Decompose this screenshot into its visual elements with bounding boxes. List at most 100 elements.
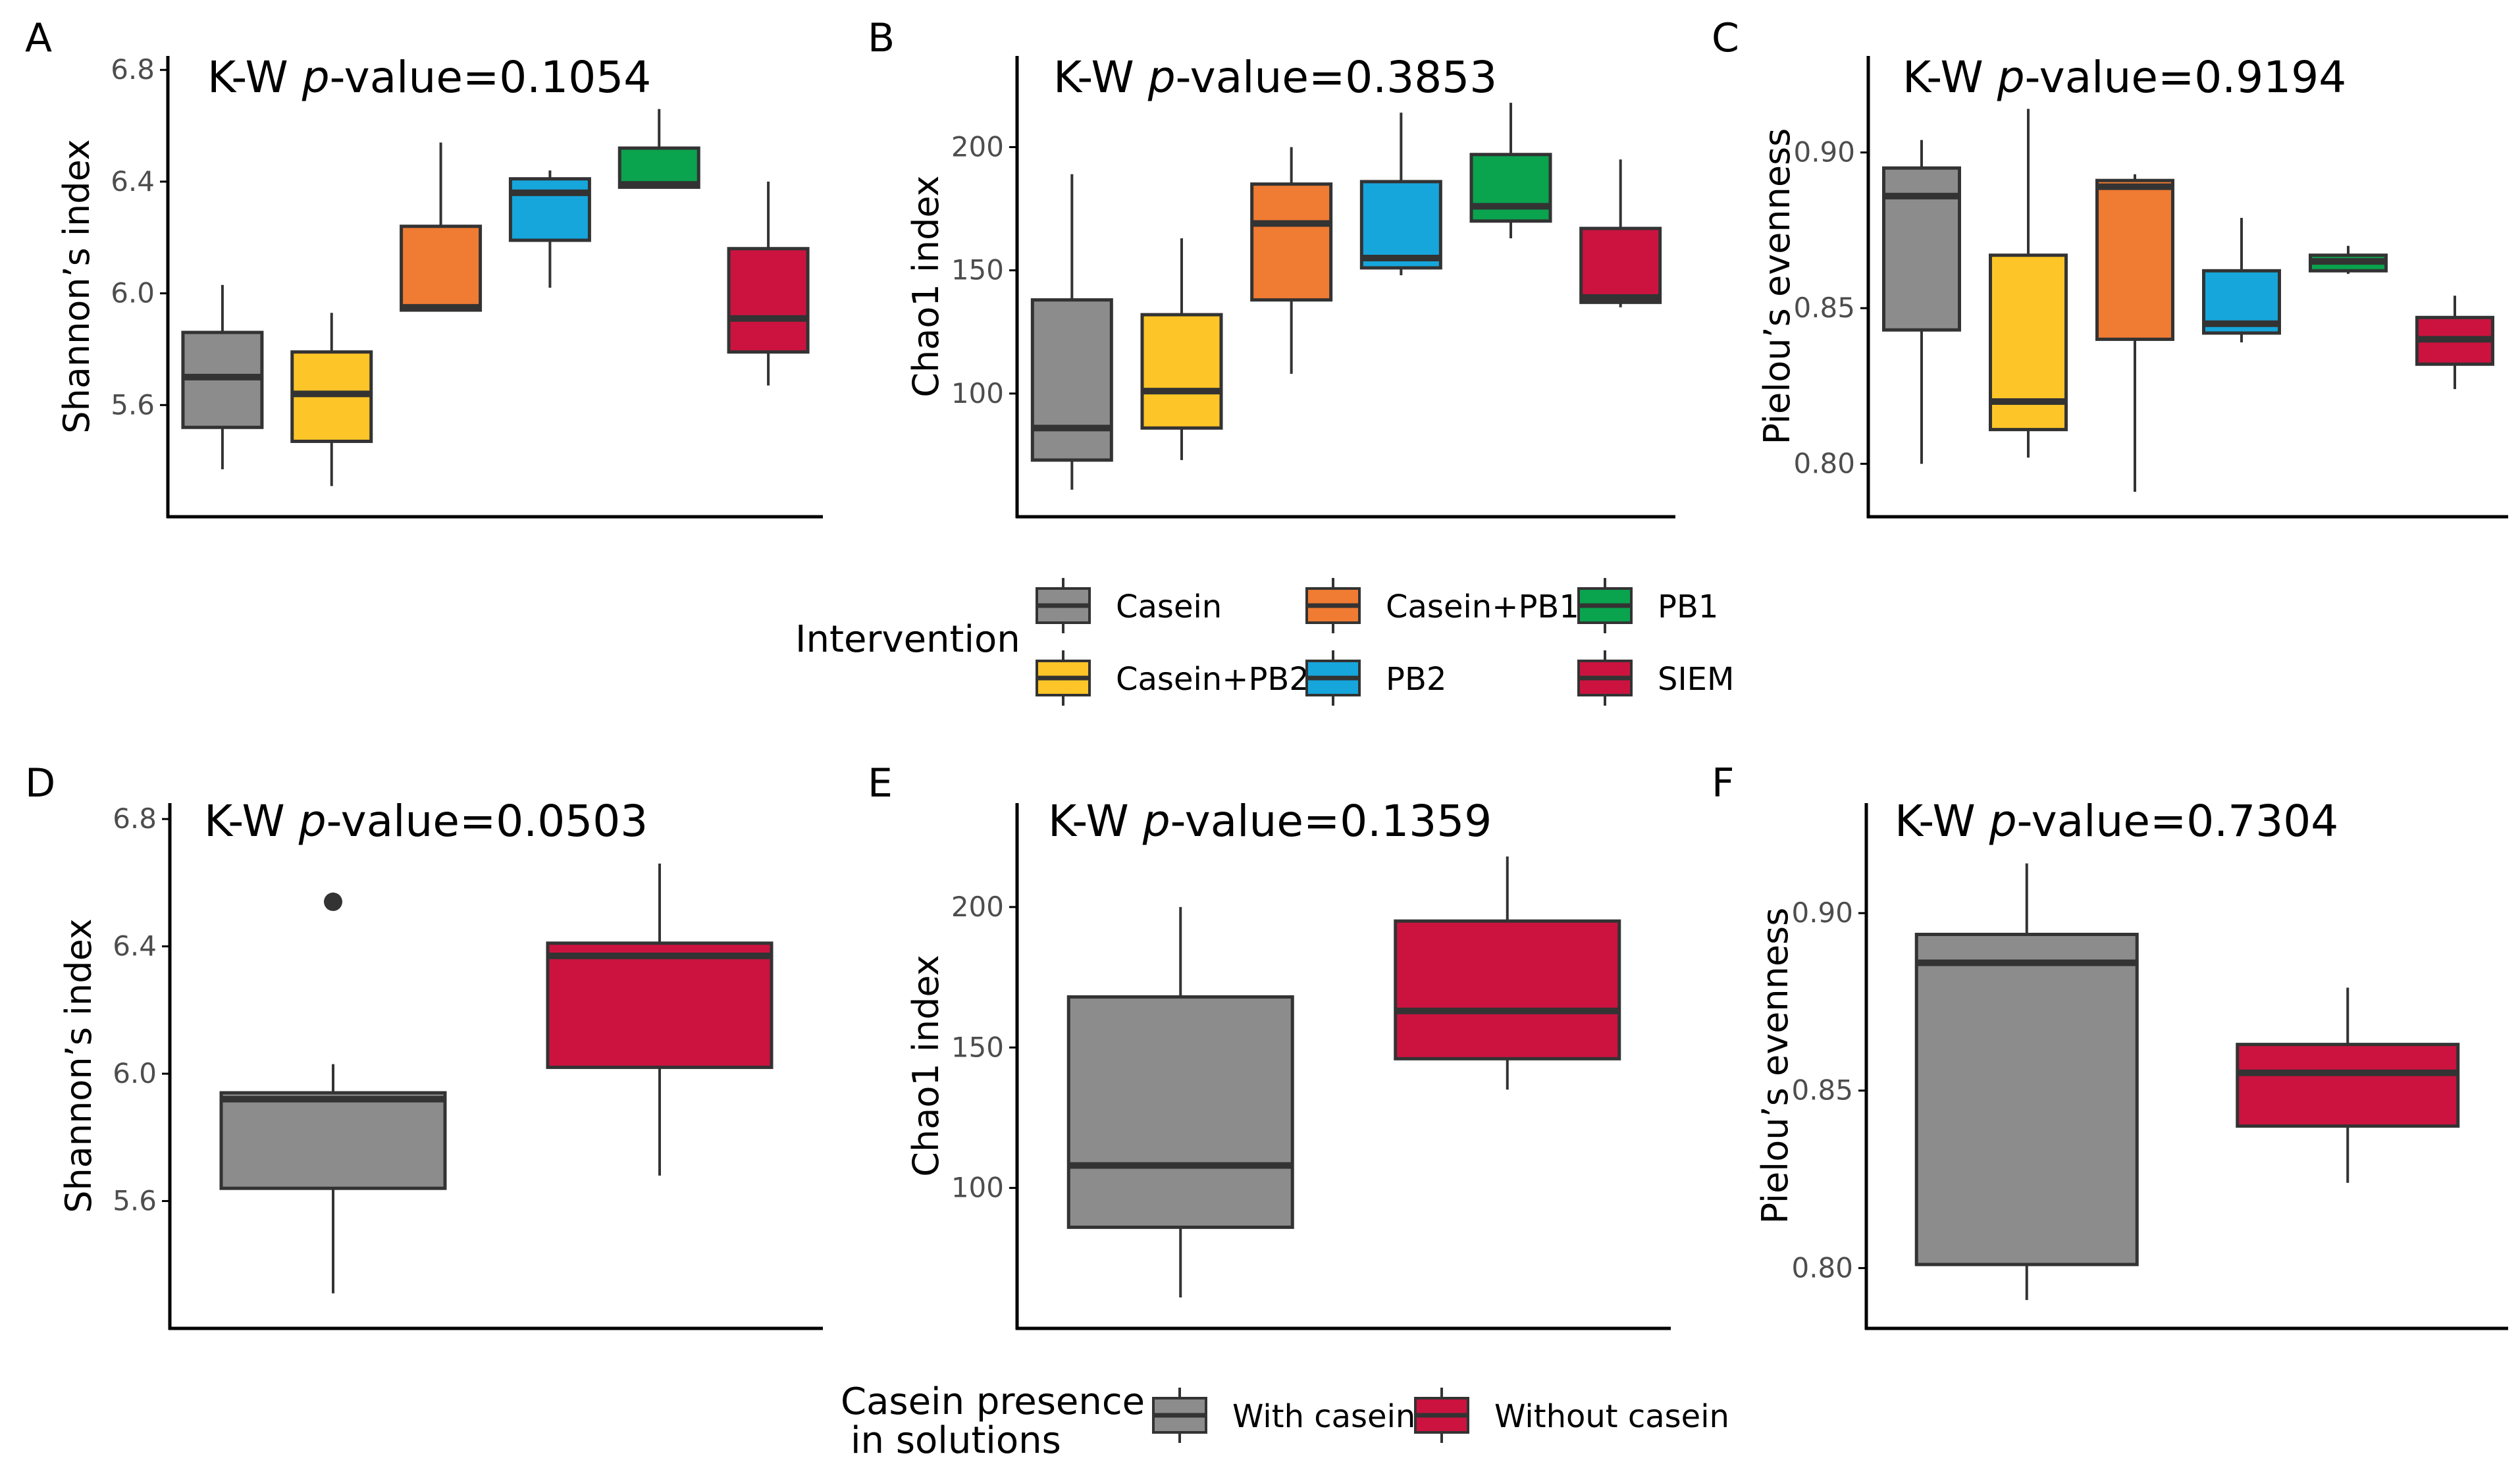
panel-d: D K-W p-value=0.0503 Shannon’s index 5.6 6.0…	[25, 760, 823, 1330]
panel-d-box-rect	[219, 1091, 447, 1190]
panel-b: B K-W p-value=0.3853 Chao1 index 100 150 200	[868, 15, 1675, 519]
legend-intervention-title: Intervention	[795, 618, 1020, 661]
panel-a-ytick-label: 6.8	[111, 53, 155, 86]
panel-c-title-italic: p	[1997, 52, 2025, 103]
panel-b-box-pb1	[1469, 103, 1552, 239]
legend-label-with-casein: With casein	[1232, 1398, 1415, 1435]
panel-a-ytick-label: 5.6	[111, 388, 155, 421]
panel-f-ytick-label: 0.90	[1791, 897, 1853, 929]
legend-casein-title-line1: Casein presence	[841, 1380, 1145, 1423]
panels: A K-W p-value=0.1054 Shannon’s index 5.6 6.0…	[25, 15, 2508, 1330]
panel-e-box-without-casein	[1394, 856, 1621, 1090]
panel-c-ytick-label: 0.85	[1793, 292, 1855, 324]
panel-a-ylabel: Shannon’s index	[56, 139, 97, 434]
panel-e-ylabel: Chao1 index	[905, 954, 947, 1176]
panel-d-title-prefix: K-W	[204, 796, 299, 847]
panel-f-box-without-casein	[2236, 987, 2460, 1183]
panel-a-title: K-W p-value=0.1054	[207, 52, 651, 103]
panel-f-ytick-label: 0.80	[1791, 1251, 1853, 1284]
panel-d-title-italic: p	[298, 796, 327, 847]
panel-e-title-prefix: K-W	[1048, 796, 1143, 847]
panel-e-title: K-W p-value=0.1359	[1048, 796, 1492, 847]
panel-d-title-suffix: -value=0.0503	[327, 796, 648, 847]
panel-c-box-rect	[2095, 178, 2174, 341]
panel-a-letter: A	[25, 15, 52, 61]
panel-b-box-casein	[1030, 174, 1113, 490]
panel-c-box-casein-plus-pb2	[1989, 109, 2068, 458]
panel-a-box-casein-plus-pb2	[290, 313, 373, 486]
panel-b-title-suffix: -value=0.3853	[1176, 52, 1498, 103]
legend-key-casein-plus-pb1	[1305, 578, 1361, 633]
panel-e-box-rect	[1066, 995, 1294, 1229]
panel-f-title-italic: p	[1989, 796, 2017, 847]
panel-d-ytick-label: 6.0	[113, 1057, 157, 1089]
panel-c-title-suffix: -value=0.9194	[2025, 52, 2347, 103]
panel-a-box-siem	[727, 181, 810, 386]
panel-f-box-with-casein	[1914, 863, 2139, 1300]
panel-b-box-rect	[1030, 298, 1113, 462]
panel-c-ytick-label: 0.90	[1793, 136, 1855, 169]
panel-b-box-siem	[1579, 159, 1662, 307]
panel-e-ytick-label: 100	[951, 1172, 1004, 1204]
panel-c-box-pb2	[2202, 217, 2281, 343]
panel-f-ylabel: Pielou’s evenness	[1754, 908, 1796, 1224]
panel-a-title-italic: p	[302, 52, 330, 103]
panel-c-box-pb1	[2309, 246, 2388, 274]
legend-key-without-casein	[1414, 1388, 1469, 1443]
panel-b-box-pb2	[1359, 113, 1442, 276]
panel-b-title: K-W p-value=0.3853	[1053, 52, 1497, 103]
panel-b-ytick-label: 100	[951, 377, 1004, 409]
panel-d-ytick-label: 5.6	[113, 1185, 157, 1217]
panel-b-box-rect	[1469, 153, 1552, 223]
legend-key-casein-plus-pb2	[1036, 650, 1091, 706]
panel-e-title-italic: p	[1142, 796, 1170, 847]
legend-key-pb1	[1577, 578, 1633, 633]
panel-e-letter: E	[868, 760, 893, 806]
panel-d-box-rect	[546, 941, 774, 1069]
panel-b-box-casein-plus-pb2	[1140, 238, 1223, 460]
panel-e-box-rect	[1394, 919, 1621, 1060]
panel-d-box-with-casein	[219, 1064, 447, 1294]
legend-intervention: Intervention Casein Casein+PB1 PB1 Casein+P…	[795, 578, 1734, 706]
panel-a-box-rect	[400, 224, 483, 312]
panel-b-ylabel: Chao1 index	[905, 175, 947, 397]
legend-casein-presence: Casein presence in solutions With casein…	[841, 1380, 1729, 1462]
panel-c-box-siem	[2415, 296, 2494, 390]
panel-a: A K-W p-value=0.1054 Shannon’s index 5.6 6.0…	[25, 15, 823, 519]
panel-f-title-suffix: -value=0.7304	[2017, 796, 2339, 847]
legend-key-pb2	[1305, 650, 1361, 706]
panel-d-outlier	[324, 892, 342, 911]
panel-c-box-rect	[1882, 166, 1961, 332]
legend-label-casein-plus-pb1: Casein+PB1	[1386, 588, 1579, 625]
panel-b-title-italic: p	[1147, 52, 1176, 103]
panel-a-box-pb2	[508, 170, 591, 288]
panel-c-ylabel: Pielou’s evenness	[1756, 128, 1798, 445]
panel-f-box-rect	[1914, 933, 2139, 1267]
panel-b-box-rect	[1250, 182, 1333, 302]
panel-c-box-casein-plus-pb1	[2095, 174, 2174, 492]
panel-f-box-rect	[2236, 1043, 2460, 1128]
panel-d-ytick-label: 6.4	[113, 930, 157, 962]
panel-b-box-rect	[1359, 180, 1442, 270]
panel-f-title: K-W p-value=0.7304	[1895, 796, 2338, 847]
panel-a-box-rect	[617, 146, 700, 189]
panel-e-ytick-label: 200	[951, 891, 1004, 923]
panel-d-letter: D	[25, 760, 55, 806]
panel-e-ytick-label: 150	[951, 1031, 1004, 1063]
legend-label-without-casein: Without casein	[1494, 1398, 1729, 1435]
panel-a-box-casein-plus-pb1	[400, 142, 483, 312]
legend-label-pb1: PB1	[1658, 588, 1718, 625]
panel-a-ytick-label: 6.0	[111, 277, 155, 309]
panel-c-letter: C	[1712, 15, 1739, 61]
panel-b-box-rect	[1579, 226, 1662, 304]
legend-label-casein-plus-pb2: Casein+PB2	[1116, 661, 1309, 698]
panel-c-ytick-label: 0.80	[1793, 448, 1855, 480]
panel-a-box-casein	[181, 284, 264, 469]
panel-a-box-rect	[508, 177, 591, 242]
panel-d-title: K-W p-value=0.0503	[204, 796, 648, 847]
panel-e-title-suffix: -value=0.1359	[1170, 796, 1492, 847]
panel-e-box-with-casein	[1066, 906, 1294, 1298]
legend-label-pb2: PB2	[1386, 661, 1446, 698]
panel-d-box-without-casein	[546, 863, 774, 1176]
